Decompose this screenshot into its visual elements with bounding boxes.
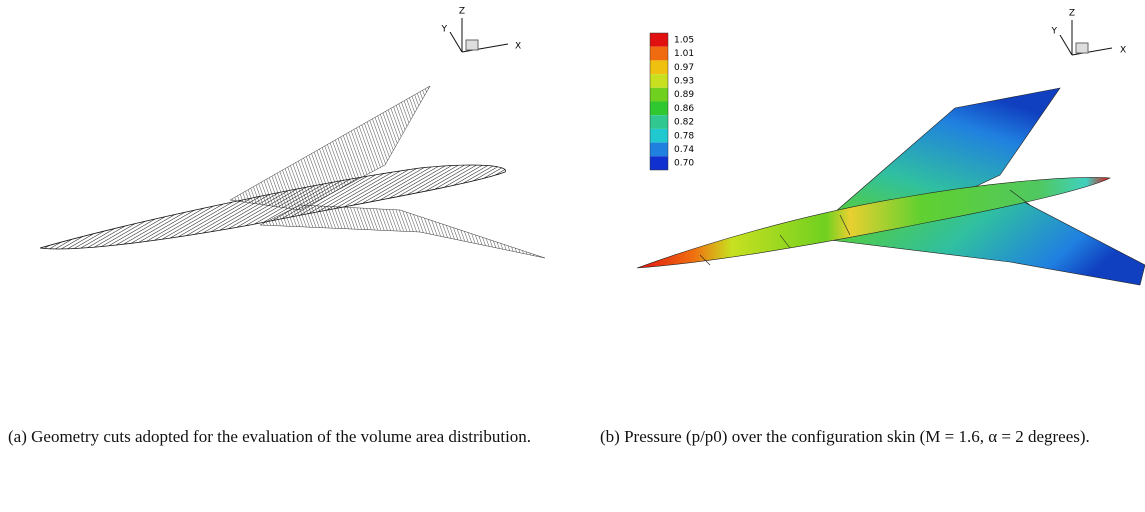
legend-label: 0.70 (674, 159, 694, 169)
axis-triad (450, 18, 508, 52)
legend-swatch (650, 33, 668, 47)
legend-label: 1.01 (674, 49, 694, 59)
legend: 1.05 1.01 0.97 0.93 0.89 0.86 0.82 0.78 0.74 0.70 (650, 33, 694, 170)
legend-label: 0.93 (674, 76, 694, 86)
axis-label: X (1120, 46, 1126, 56)
legend-label: 0.86 (674, 104, 694, 114)
axis-label: X (515, 42, 521, 52)
wireframe-aircraft (40, 86, 545, 258)
axis-label: Y (441, 25, 448, 35)
legend-label: 0.78 (674, 131, 694, 141)
figure: Z Y X 1.05 1.01 0.97 0.93 0.89 0.86 0.82 0.78 0.… (0, 0, 1145, 410)
page: Z Y X 1.05 1.01 0.97 0.93 0.89 0.86 0.82 0.78 0.… (0, 0, 1145, 512)
legend-swatch (650, 115, 668, 129)
legend-swatch (650, 102, 668, 116)
legend-swatch (650, 47, 668, 61)
legend-label: 0.89 (674, 90, 694, 100)
axis-label: Y (1051, 27, 1058, 37)
legend-swatch (650, 156, 668, 170)
legend-swatch (650, 74, 668, 88)
legend-swatch (650, 129, 668, 143)
axis-label: Z (459, 7, 465, 17)
legend-label: 1.05 (674, 35, 694, 45)
legend-swatch (650, 143, 668, 157)
pressure-aircraft (637, 88, 1145, 285)
axis-label: Z (1069, 9, 1075, 19)
caption: (a) Geometry cuts adopted for the evalua… (8, 425, 568, 449)
axis-triad (1060, 20, 1112, 55)
legend-swatch (650, 60, 668, 74)
legend-label: 0.82 (674, 118, 694, 128)
legend-swatch (650, 88, 668, 102)
legend-label: 0.97 (674, 63, 694, 73)
legend-label: 0.74 (674, 145, 694, 155)
caption: (b) Pressure (p/p0) over the configurati… (600, 425, 1145, 449)
